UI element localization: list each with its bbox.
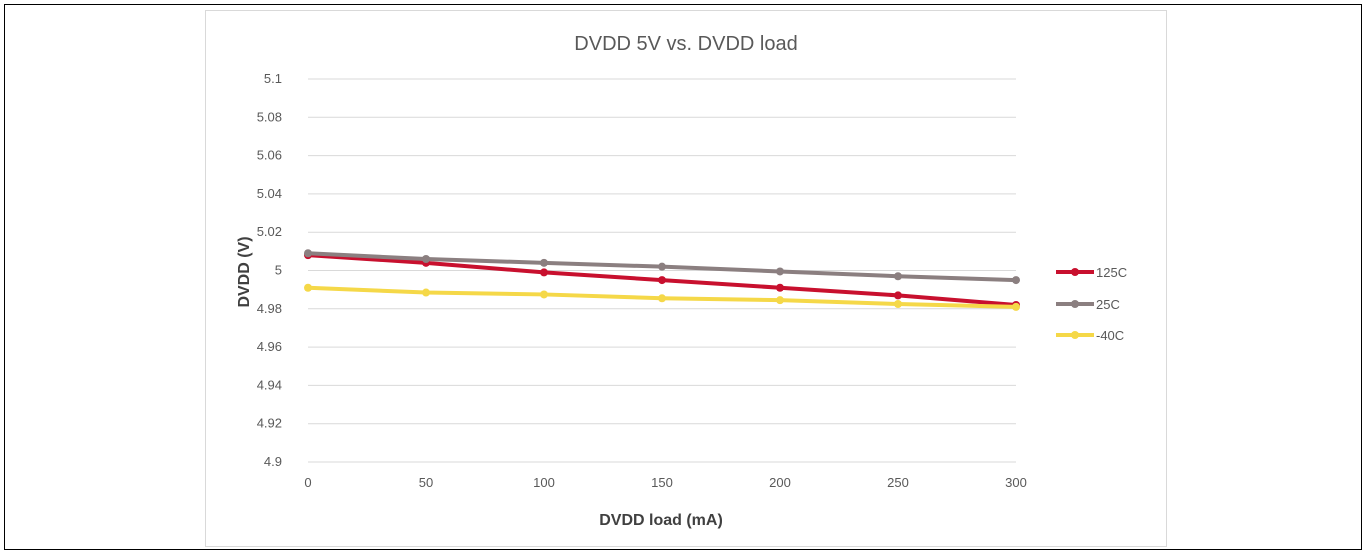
- data-point-1-3: [658, 262, 666, 271]
- data-point-2-0: [304, 283, 312, 292]
- x-tick-4: 200: [769, 475, 791, 490]
- legend-item-1: 25C: [1056, 297, 1120, 312]
- data-point-1-0: [304, 249, 312, 258]
- legend-label-1: 25C: [1096, 297, 1120, 312]
- y-tick-labels: 5.1 5.08 5.06 5.04 5.02 5 4.98 4.96 4.94 4.92 4.9: [257, 71, 282, 469]
- series-2: [304, 283, 1020, 311]
- legend: 125C 25C -40C: [1056, 265, 1127, 343]
- x-axis-label: DVDD load (mA): [599, 512, 723, 529]
- series-group: [304, 249, 1020, 311]
- data-point-1-6: [1012, 276, 1020, 285]
- data-point-1-1: [422, 255, 430, 264]
- legend-item-0: 125C: [1056, 265, 1127, 280]
- data-point-1-2: [540, 258, 548, 267]
- data-point-1-5: [894, 272, 902, 281]
- data-point-2-2: [540, 290, 548, 299]
- y-tick-2: 5.06: [257, 148, 282, 163]
- y-tick-7: 4.96: [257, 339, 282, 354]
- data-point-2-6: [1012, 302, 1020, 311]
- data-point-0-5: [894, 291, 902, 300]
- data-point-0-2: [540, 268, 548, 277]
- data-point-1-4: [776, 267, 784, 276]
- legend-label-0: 125C: [1096, 265, 1127, 280]
- legend-item-2: -40C: [1056, 328, 1124, 343]
- x-tick-labels: 0 50 100 150 200 250 300: [304, 475, 1026, 490]
- legend-label-2: -40C: [1096, 328, 1124, 343]
- data-point-0-3: [658, 276, 666, 285]
- data-point-2-5: [894, 300, 902, 309]
- y-tick-4: 5.02: [257, 224, 282, 239]
- data-point-0-4: [776, 283, 784, 292]
- x-tick-3: 150: [651, 475, 673, 490]
- grid-lines: [308, 78, 1016, 463]
- x-tick-0: 0: [304, 475, 311, 490]
- data-point-2-1: [422, 288, 430, 297]
- legend-swatch-marker-1: [1071, 300, 1079, 308]
- chart-title: DVDD 5V vs. DVDD load: [574, 33, 797, 55]
- data-point-2-3: [658, 294, 666, 303]
- y-tick-3: 5.04: [257, 186, 282, 201]
- y-tick-8: 4.94: [257, 377, 282, 392]
- series-1: [304, 249, 1020, 285]
- y-tick-1: 5.08: [257, 109, 282, 124]
- y-tick-6: 4.98: [257, 301, 282, 316]
- y-tick-9: 4.92: [257, 416, 282, 431]
- legend-swatch-marker-0: [1071, 268, 1079, 276]
- x-tick-5: 250: [887, 475, 909, 490]
- legend-swatch-marker-2: [1071, 331, 1079, 339]
- y-tick-10: 4.9: [264, 454, 282, 469]
- y-axis-label: DVDD (V): [236, 236, 253, 307]
- x-tick-1: 50: [419, 475, 433, 490]
- y-tick-0: 5.1: [264, 71, 282, 86]
- data-point-2-4: [776, 296, 784, 305]
- x-tick-2: 100: [533, 475, 555, 490]
- y-tick-5: 5: [275, 263, 282, 278]
- x-tick-6: 300: [1005, 475, 1027, 490]
